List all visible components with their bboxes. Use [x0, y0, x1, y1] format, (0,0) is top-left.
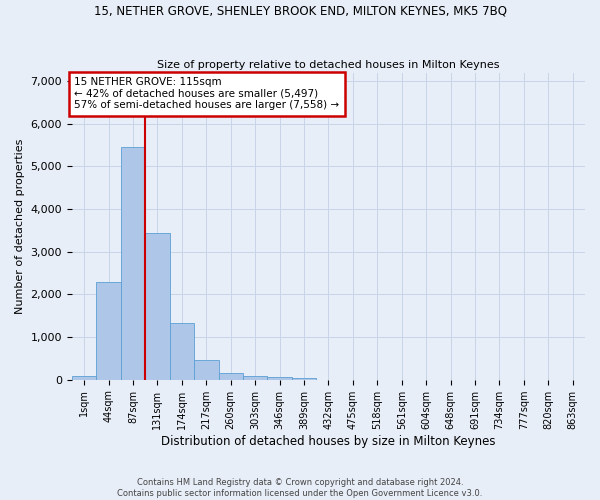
Bar — [121, 148, 145, 380]
Bar — [218, 373, 243, 380]
Bar — [243, 376, 268, 380]
Bar — [194, 360, 218, 380]
Text: 15 NETHER GROVE: 115sqm
← 42% of detached houses are smaller (5,497)
57% of semi: 15 NETHER GROVE: 115sqm ← 42% of detache… — [74, 78, 340, 110]
X-axis label: Distribution of detached houses by size in Milton Keynes: Distribution of detached houses by size … — [161, 434, 496, 448]
Y-axis label: Number of detached properties: Number of detached properties — [15, 138, 25, 314]
Text: Contains HM Land Registry data © Crown copyright and database right 2024.
Contai: Contains HM Land Registry data © Crown c… — [118, 478, 482, 498]
Bar — [145, 232, 170, 380]
Bar — [72, 376, 97, 380]
Text: 15, NETHER GROVE, SHENLEY BROOK END, MILTON KEYNES, MK5 7BQ: 15, NETHER GROVE, SHENLEY BROOK END, MIL… — [94, 5, 506, 18]
Bar — [268, 377, 292, 380]
Bar — [97, 282, 121, 380]
Bar — [292, 378, 316, 380]
Title: Size of property relative to detached houses in Milton Keynes: Size of property relative to detached ho… — [157, 60, 500, 70]
Bar — [170, 324, 194, 380]
